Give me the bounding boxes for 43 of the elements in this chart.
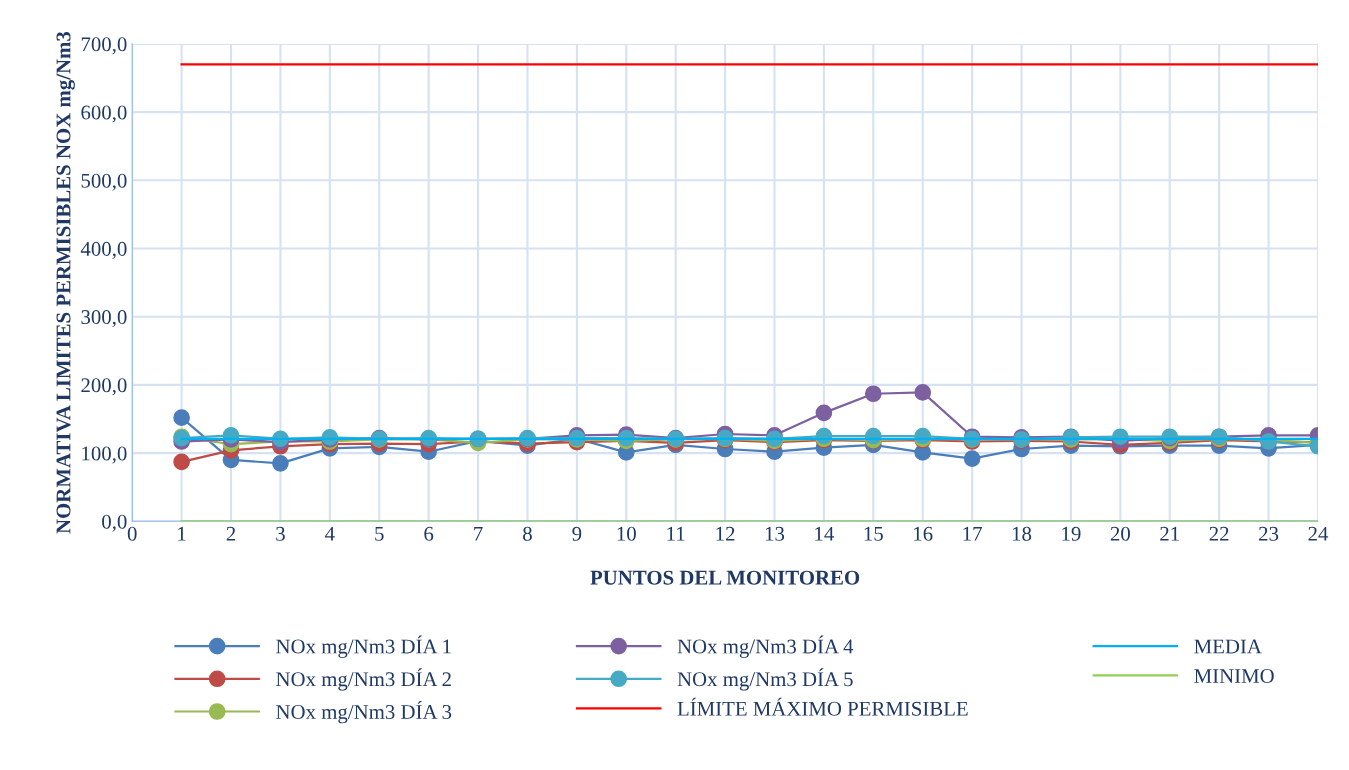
legend-label: NOx mg/Nm3 DÍA 1 [276, 635, 451, 658]
x-tick-label: 1 [178, 526, 186, 541]
legend-label: NOx mg/Nm3 DÍA 3 [276, 700, 452, 724]
x-tick-label: 12 [716, 526, 735, 541]
x-tick-label: 21 [1160, 526, 1179, 541]
x-tick-label: 17 [963, 526, 982, 541]
x-tick-label: 10 [617, 526, 636, 541]
x-tick-label: 0 [127, 526, 137, 541]
y-tick-label: 600,0 [81, 105, 127, 123]
x-tick-label: 8 [523, 526, 532, 541]
x-tick-label: 23 [1259, 526, 1279, 541]
x-tick-label: 19 [1062, 526, 1081, 541]
x-tick-label: 3 [276, 526, 285, 541]
x-tick-label: 22 [1209, 526, 1229, 541]
legend-label: MEDIA [1194, 639, 1262, 654]
x-tick-label: 15 [864, 526, 883, 541]
legend-label: NOx mg/Nm3 DÍA 2 [276, 668, 451, 691]
y-tick-label: 200,0 [81, 378, 127, 396]
x-tick-label: 11 [667, 526, 685, 541]
legend-label: NOx mg/Nm3 DÍA 4 [677, 635, 854, 658]
y-axis-title: NORMATIVA LIMITES PERMISIBLES NOX mg/Nm3 [56, 31, 75, 534]
y-tick-label: 0,0 [102, 514, 127, 532]
x-tick-label: 2 [226, 526, 236, 541]
y-tick-label: 400,0 [80, 241, 127, 259]
x-tick-label: 24 [1308, 526, 1329, 541]
x-tick-label: 7 [474, 526, 483, 541]
x-tick-label: 16 [914, 526, 933, 541]
y-tick-label: 100,0 [82, 446, 127, 464]
y-tick-label: 300,0 [81, 310, 127, 328]
x-tick-label: 18 [1012, 526, 1032, 541]
x-tick-label: 20 [1110, 526, 1130, 541]
y-tick-label: 700,0 [81, 37, 127, 55]
x-tick-label: 14 [815, 526, 834, 541]
x-axis-title: PUNTOS DEL MONITOREO [590, 570, 860, 585]
legend-label: LÍMITE MÁXIMO PERMISIBLE [677, 697, 968, 716]
x-tick-label: 5 [375, 526, 384, 541]
x-tick-label: 6 [424, 526, 434, 541]
x-tick-label: 9 [572, 526, 582, 541]
x-tick-label: 13 [765, 526, 785, 541]
legend-label: NOx mg/Nm3 DÍA 5 [677, 668, 853, 691]
y-tick-label: 500,0 [81, 173, 127, 191]
x-tick-label: 4 [325, 526, 335, 541]
legend-label: MINIMO [1194, 668, 1274, 683]
